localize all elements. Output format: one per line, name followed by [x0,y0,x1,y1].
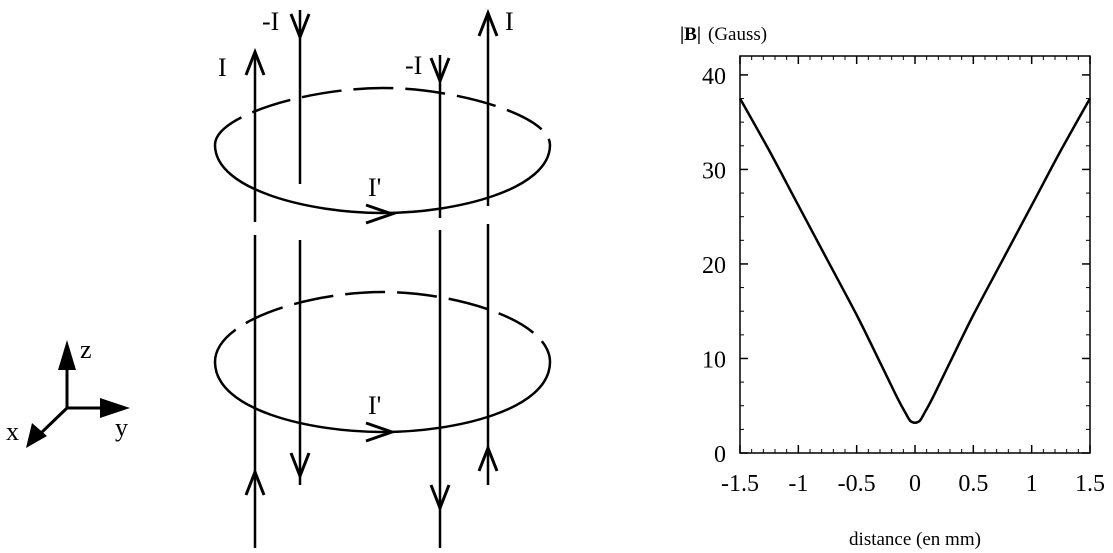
y-tick-label: 30 [702,158,726,184]
y-tick-label: 0 [714,442,726,468]
x-axis-title: distance (en mm) [849,529,981,550]
wire-3-label: -I [405,51,422,80]
bottom-loop-arrow-icon [365,421,397,443]
top-loop-label: I' [368,173,381,202]
wire-4-label: I [505,7,514,36]
wire-1 [244,47,266,548]
z-axis-label: z [80,335,92,364]
wire-1-top-arrow-icon [244,47,266,76]
x-tick-label: 0.5 [958,471,988,497]
x-tick-label: 0 [909,471,921,497]
wire-2-bottom-arrow-icon [289,452,311,481]
wire-4 [477,8,499,485]
y-arrow-icon [100,398,130,418]
x-arrow-icon [26,423,47,448]
y-tick-label: 10 [702,347,726,373]
wire-2-label: -I [262,7,279,36]
wire-3-bottom-arrow-icon [429,484,451,513]
y-tick-label: 20 [702,253,726,279]
y-axis-title-unit: (Gauss) [708,24,767,45]
wire-loop-diagram [213,8,552,548]
top-loop-arrow-icon [365,203,397,225]
x-axis-label: x [6,417,19,446]
z-arrow-icon [58,340,76,370]
y-axis-label: y [115,413,128,442]
wire-3-top-arrow-icon [429,57,451,86]
coordinate-axes: z y x [6,335,130,448]
y-axis-title-bold: |B| [680,24,701,45]
top-loop-front [213,144,552,215]
field-magnitude-chart: |B| (Gauss) distance (en mm) 010203040-1… [680,24,1105,550]
wire-1-bottom-arrow-icon [244,467,266,496]
field-curve-line [738,97,1092,425]
wire-1-label: I [218,53,227,82]
wire-4-bottom-arrow-icon [477,443,499,472]
wire-3 [429,55,451,548]
chart-series [738,97,1092,425]
y-tick-label: 40 [702,64,726,90]
x-tick-label: -1 [788,471,808,497]
x-tick-label: -1.5 [721,471,759,497]
x-axis [38,406,69,436]
wire-2 [289,10,311,485]
wire-2-top-arrow-icon [289,13,311,42]
bottom-loop-back [213,290,552,363]
bottom-loop-front [213,361,552,434]
x-tick-label: -0.5 [838,471,876,497]
current-labels: I -I -I I I' I' [218,7,514,420]
chart-ticks: 0 10 20 30 40 -1.5 -1 -0.5 0 0.5 1 1.5 [702,56,1105,497]
bottom-loop-label: I' [368,391,381,420]
top-loop-back [213,86,552,146]
x-tick-label: 1 [1026,471,1038,497]
wire-4-top-arrow-icon [477,8,499,37]
plot-frame [739,55,1091,454]
x-tick-label: 1.5 [1075,471,1105,497]
